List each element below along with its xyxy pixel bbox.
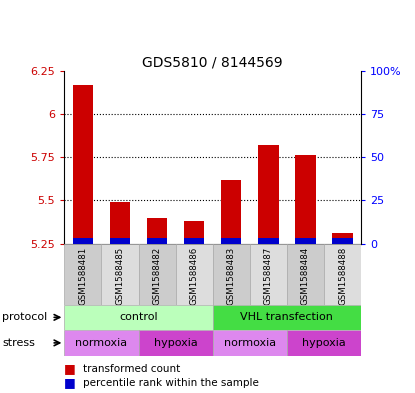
Text: control: control: [119, 312, 158, 322]
Bar: [287, 330, 361, 356]
Text: GSM1588485: GSM1588485: [115, 247, 124, 305]
Bar: [73, 84, 93, 239]
Bar: [184, 239, 204, 244]
Text: GSM1588486: GSM1588486: [190, 247, 199, 305]
Bar: [139, 244, 176, 305]
Text: GSM1588482: GSM1588482: [153, 247, 161, 305]
Bar: [324, 244, 361, 305]
Bar: [250, 244, 287, 305]
Text: normoxia: normoxia: [76, 338, 127, 348]
Bar: [184, 221, 204, 239]
Bar: [258, 145, 278, 239]
Bar: [110, 202, 130, 239]
Bar: [101, 244, 139, 305]
Text: normoxia: normoxia: [224, 338, 276, 348]
Bar: [221, 180, 242, 239]
Bar: [64, 330, 139, 356]
Bar: [139, 330, 213, 356]
Text: percentile rank within the sample: percentile rank within the sample: [83, 378, 259, 388]
Bar: [64, 305, 213, 330]
Bar: [213, 244, 250, 305]
Bar: [147, 239, 167, 244]
Bar: [176, 244, 213, 305]
Text: transformed count: transformed count: [83, 364, 180, 374]
Text: stress: stress: [2, 338, 35, 348]
Text: ■: ■: [64, 376, 76, 389]
Text: protocol: protocol: [2, 312, 47, 322]
Title: GDS5810 / 8144569: GDS5810 / 8144569: [142, 55, 283, 70]
Bar: [332, 239, 353, 244]
Bar: [213, 330, 287, 356]
Bar: [110, 239, 130, 244]
Text: VHL transfection: VHL transfection: [240, 312, 333, 322]
Bar: [295, 239, 316, 244]
Text: GSM1588483: GSM1588483: [227, 247, 236, 305]
Text: hypoxia: hypoxia: [302, 338, 346, 348]
Bar: [295, 156, 316, 239]
Bar: [221, 239, 242, 244]
Text: GSM1588481: GSM1588481: [78, 247, 88, 305]
Bar: [258, 239, 278, 244]
Bar: [213, 305, 361, 330]
Bar: [64, 244, 101, 305]
Text: GSM1588488: GSM1588488: [338, 247, 347, 305]
Text: hypoxia: hypoxia: [154, 338, 198, 348]
Text: ■: ■: [64, 362, 76, 375]
Bar: [287, 244, 324, 305]
Bar: [147, 218, 167, 239]
Bar: [332, 233, 353, 239]
Bar: [73, 239, 93, 244]
Text: GSM1588487: GSM1588487: [264, 247, 273, 305]
Text: GSM1588484: GSM1588484: [301, 247, 310, 305]
